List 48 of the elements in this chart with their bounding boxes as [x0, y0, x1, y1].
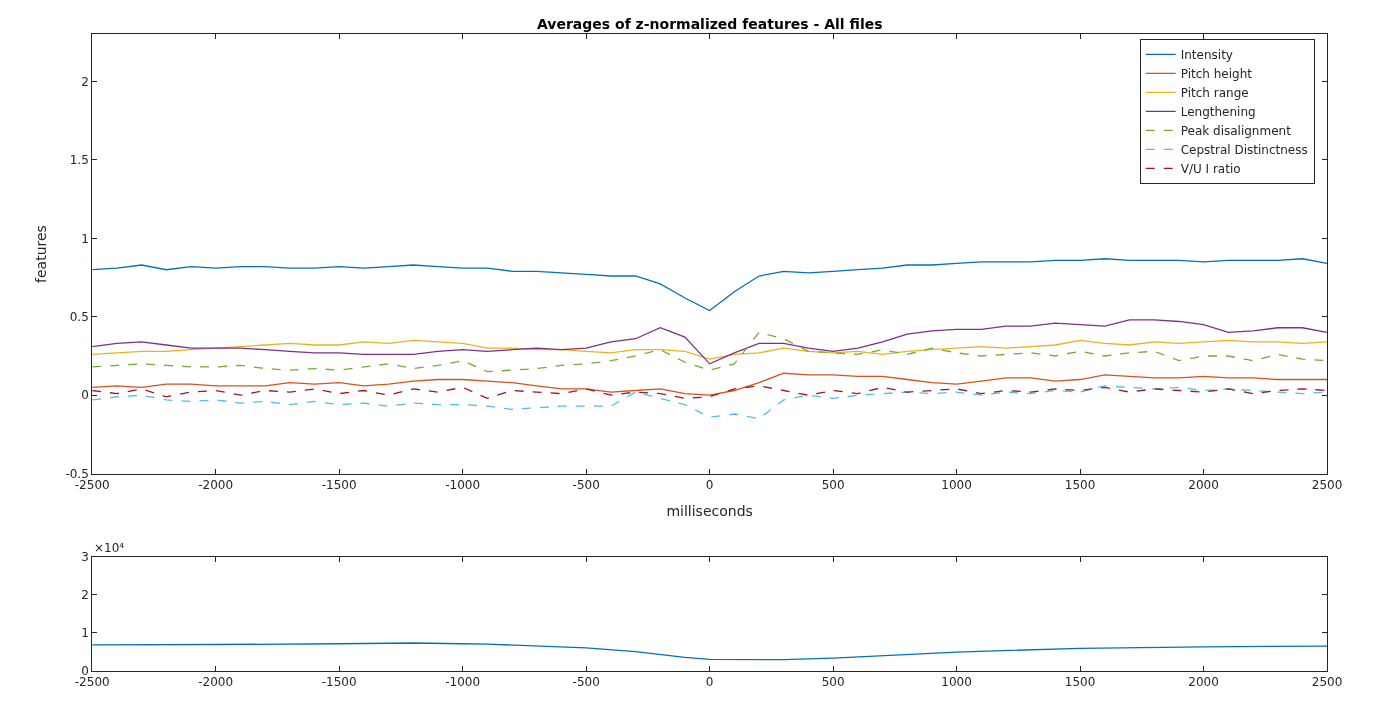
text: ×10⁴: [94, 541, 125, 555]
x-tick-label: -2000: [198, 675, 234, 690]
line-series: [92, 339, 1328, 360]
legend-label: Intensity: [1180, 48, 1233, 63]
line-series: [92, 258, 1328, 312]
x-tick-label: 0: [705, 478, 714, 493]
x-tick-label: 1000: [941, 675, 972, 690]
x-tick-label: 2500: [1311, 478, 1343, 493]
y-tick-label: 1: [81, 625, 89, 640]
legend-label: Cepstral Distinctness: [1180, 143, 1308, 158]
x-tick-label: 2500: [1311, 675, 1343, 690]
x-tick-label: -2000: [198, 478, 234, 493]
x-tick-label: -1500: [321, 675, 357, 690]
x-tick-label: 500: [821, 478, 845, 493]
x-tick-label: 500: [821, 675, 845, 690]
y-tick-label: 0.5: [69, 309, 89, 324]
x-tick-label: -2500: [74, 478, 110, 493]
legend-label: Pitch height: [1180, 67, 1253, 82]
y-tick-label: 0: [81, 663, 89, 678]
y-tick-label: 1.5: [69, 153, 89, 168]
y-axis-title: features: [33, 225, 49, 283]
line-series: [92, 642, 1328, 661]
x-tick-label: 1500: [1064, 675, 1096, 690]
x-tick-label: 2000: [1188, 478, 1219, 493]
x-tick-label: -500: [572, 675, 600, 690]
y-tick-label: 1: [81, 231, 89, 246]
y-tick-label: 2: [81, 74, 89, 89]
line-series: [92, 372, 1328, 396]
legend-label: Peak disalignment: [1180, 124, 1292, 139]
y-tick-label: 2: [81, 588, 89, 603]
y-tick-label: 0: [81, 388, 89, 403]
x-tick-label: -1500: [321, 478, 357, 493]
x-tick-label: 1500: [1064, 478, 1096, 493]
x-tick-label: -2500: [74, 675, 110, 690]
x-tick-label: -500: [572, 478, 600, 493]
y-tick-label: 3: [81, 550, 89, 565]
y-tick-label: -0.5: [65, 466, 89, 481]
x-tick-label: -1000: [445, 675, 481, 690]
legend-label: V/U I ratio: [1180, 162, 1241, 177]
legend-label: Pitch range: [1180, 86, 1249, 101]
x-tick-label: 0: [705, 675, 714, 690]
line-series: [92, 319, 1328, 365]
x-axis-title: milliseconds: [666, 503, 753, 520]
x-tick-label: -1000: [445, 478, 481, 493]
x-tick-label: 1000: [941, 478, 972, 493]
x-tick-label: 2000: [1188, 675, 1219, 690]
legend-label: Lengthening: [1180, 105, 1256, 120]
chart-title: Averages of z-normalized features - All files: [537, 16, 883, 32]
